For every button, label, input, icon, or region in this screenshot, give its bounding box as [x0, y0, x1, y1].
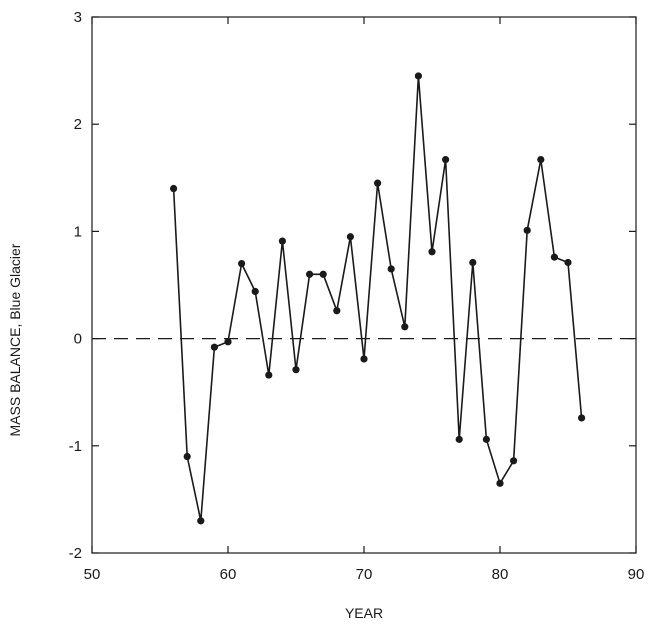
data-point: [509, 457, 518, 465]
series-line: [172, 75, 583, 522]
y-tick-label: 1: [74, 223, 82, 240]
y-tick-label: 0: [74, 331, 82, 348]
data-point: [578, 414, 586, 422]
data-point: [251, 287, 259, 296]
data-point: [428, 248, 436, 256]
data-point: [224, 338, 232, 346]
x-tick-label: 60: [220, 566, 237, 583]
data-point: [306, 270, 314, 278]
x-axis-title: YEAR: [345, 605, 383, 621]
data-point: [496, 479, 504, 487]
data-point: [292, 366, 300, 374]
data-point: [564, 258, 572, 267]
data-point: [455, 435, 463, 443]
series-layer: [170, 72, 586, 525]
y-tick-label: 3: [74, 9, 82, 26]
y-tick-label: -1: [69, 438, 82, 455]
data-point: [374, 179, 382, 187]
y-axis-title: MASS BALANCE, Blue Glacier: [7, 243, 23, 436]
data-point: [197, 517, 205, 525]
y-tick-label: 2: [74, 116, 82, 133]
data-point: [265, 371, 273, 379]
axes-layer: 50 60 70 80 90 -2 -1 0 1 2 3: [69, 9, 645, 583]
data-point: [210, 343, 218, 351]
data-point: [319, 270, 327, 278]
x-tick-label: 50: [84, 566, 101, 583]
data-point: [278, 237, 286, 245]
data-point: [482, 435, 490, 443]
x-tick-label: 70: [356, 566, 373, 583]
data-point: [170, 184, 178, 193]
data-point: [238, 259, 246, 268]
data-point: [537, 155, 545, 164]
data-point: [442, 155, 450, 164]
data-point: [183, 452, 191, 461]
plot-frame: [91, 16, 637, 554]
x-tick-label: 90: [628, 566, 645, 583]
data-point: [346, 233, 354, 241]
y-tick-label: -2: [69, 545, 82, 562]
data-point: [414, 72, 422, 80]
data-point: [523, 226, 531, 234]
data-point: [360, 355, 368, 363]
data-point: [401, 323, 409, 331]
data-point: [469, 258, 477, 267]
x-tick-label: 80: [492, 566, 509, 583]
data-point: [333, 307, 341, 315]
data-point: [550, 253, 559, 261]
data-point: [387, 265, 395, 273]
